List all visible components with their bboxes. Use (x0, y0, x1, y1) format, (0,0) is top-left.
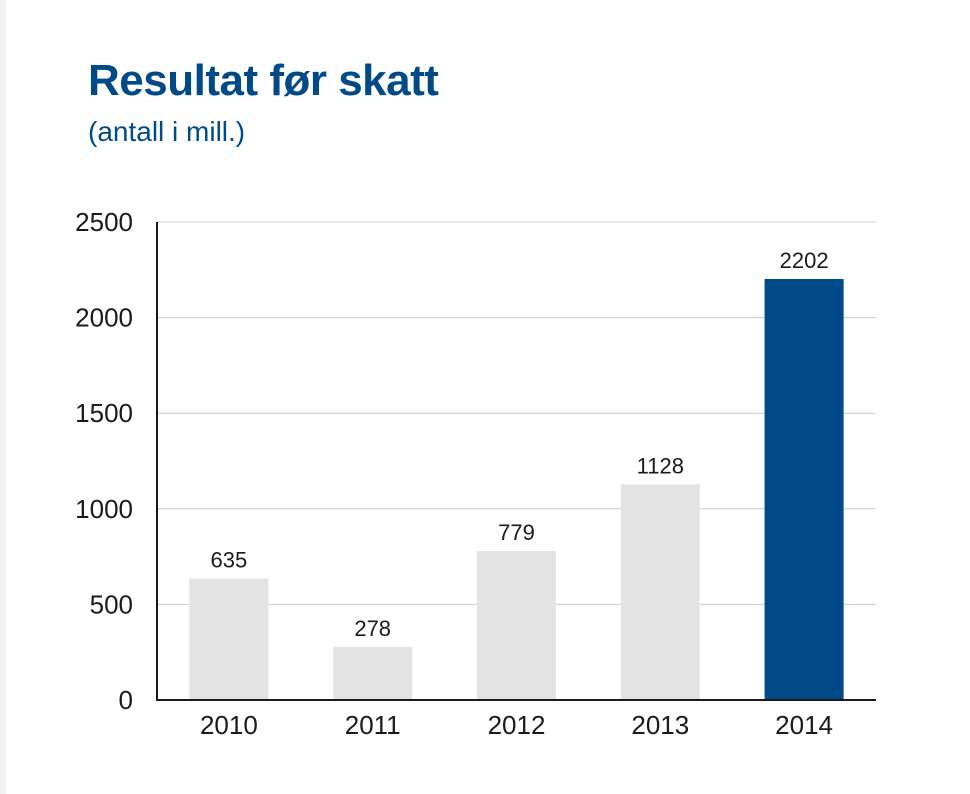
axes (156, 222, 876, 701)
bar (477, 551, 556, 700)
data-label: 278 (354, 616, 391, 641)
bar (333, 646, 413, 700)
x-axis-ticks: 2010 2011 2012 2013 2014 (200, 710, 833, 740)
data-labels: 635 278 779 1128 2202 (211, 248, 829, 641)
x-tick-label: 2013 (631, 710, 689, 740)
bar (620, 484, 700, 700)
chart-title: Resultat før skatt (88, 56, 439, 105)
data-label: 1128 (637, 453, 684, 478)
y-tick-label: 2500 (75, 207, 133, 237)
data-label: 2202 (780, 248, 829, 273)
data-label: 635 (211, 548, 248, 573)
x-tick-label: 2010 (200, 710, 258, 740)
left-border (0, 0, 6, 794)
x-tick-label: 2012 (488, 710, 546, 740)
chart-subtitle: (antall i mill.) (88, 116, 246, 147)
data-label: 779 (498, 520, 535, 545)
gridlines (157, 221, 876, 605)
y-tick-label: 0 (119, 685, 133, 715)
bars (189, 278, 844, 700)
y-tick-label: 2000 (75, 303, 133, 333)
y-tick-label: 1500 (75, 398, 133, 428)
x-tick-label: 2014 (775, 710, 833, 740)
y-tick-label: 1000 (75, 494, 133, 524)
y-axis-ticks: 0 500 1000 1500 2000 2500 (75, 207, 133, 715)
x-tick-label: 2011 (345, 710, 401, 740)
bar (189, 578, 269, 700)
bar (764, 278, 844, 700)
y-tick-label: 500 (90, 589, 133, 619)
